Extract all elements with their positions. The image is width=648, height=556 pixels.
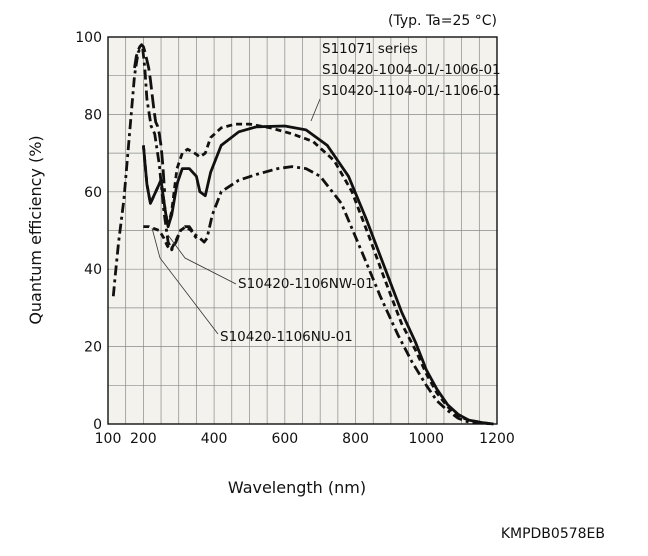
x-tick-label: 200 [130,431,157,447]
annotation-s11071: S11071 series [322,41,418,57]
series-line-long-dash [133,43,166,192]
tick-labels: 100 200 400 600 800 1000 1200 0 20 40 60 80 100 [75,30,515,447]
annotation-leader [310,98,321,122]
series-line-dashed [143,225,198,252]
series-line-dash-dot [111,47,494,426]
y-tick-label: 80 [84,107,102,123]
annotation-s10420-1106nu: S10420-1106NU-01 [220,329,353,345]
annotation-s10420-1106nw: S10420-1106NW-01 [238,276,374,292]
x-axis-title: Wavelength (nm) [228,478,366,497]
x-tick-label: 600 [271,431,298,447]
document-code: KMPDB0578EB [501,526,605,542]
annotation-leader [151,227,219,335]
series-layer [111,43,494,426]
x-tick-label: 100 [95,431,122,447]
y-tick-label: 60 [84,185,102,201]
plot-frame [107,36,498,425]
y-tick-label: 100 [75,30,102,46]
series-line-dashed [142,122,494,426]
annotation-leader [167,234,237,285]
annotation-s10420-1104: S10420-1104-01/-1106-01 [322,83,501,99]
x-tick-label: 1200 [479,431,515,447]
x-tick-label: 800 [342,431,369,447]
x-tick-label: 400 [201,431,228,447]
grid-lines [108,37,497,424]
annotation-s10420-1004: S10420-1004-01/-1006-01 [322,62,501,78]
y-tick-label: 20 [84,340,102,356]
leader-lines [151,98,321,335]
y-axis-title: Quantum efficiency (%) [26,135,45,324]
y-tick-label: 40 [84,262,102,278]
y-tick-label: 0 [93,417,102,433]
x-tick-label: 1000 [408,431,444,447]
chart-condition: (Typ. Ta=25 °C) [388,13,497,29]
